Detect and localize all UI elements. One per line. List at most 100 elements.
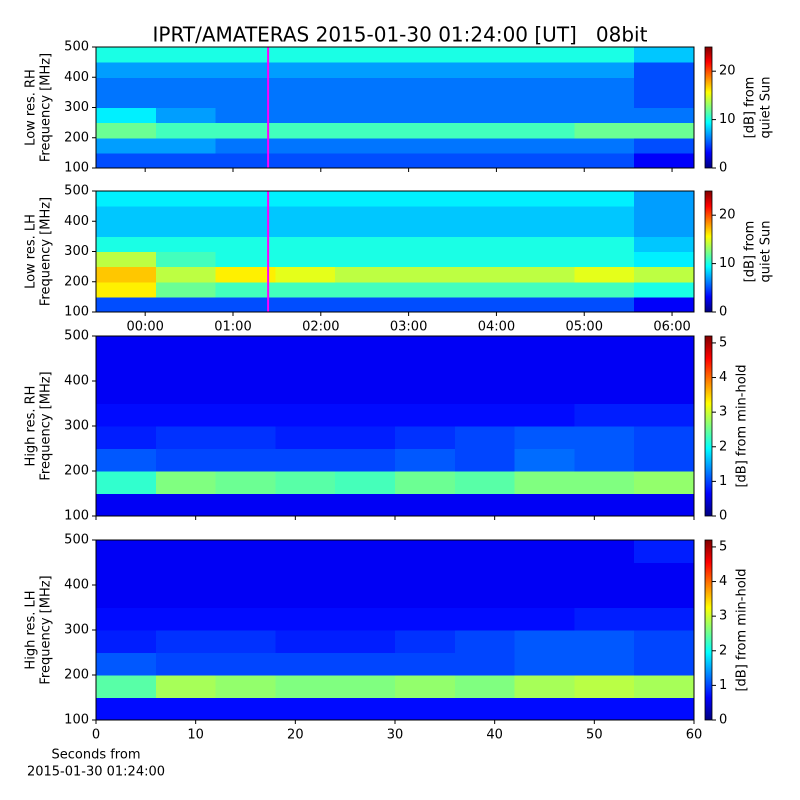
cell [155,236,217,252]
cell [395,448,456,472]
x-tick-label: 02:00 [302,320,339,335]
x-axis-label: 2015-01-30 01:24:00 [27,765,165,780]
cell [215,471,276,494]
x-tick-label: 01:00 [214,320,251,335]
cell [514,296,575,313]
cell [514,137,575,154]
colorbar-label: [dB] from [743,77,758,139]
cell [96,426,157,449]
cell [155,47,217,63]
cell [454,585,516,608]
y-tick-label: 300 [64,419,89,434]
cell [514,697,575,721]
cell [634,296,695,313]
cell [96,152,157,169]
cell [215,585,276,608]
y-tick-label: 200 [64,668,89,683]
cell [215,221,276,237]
cell [454,107,516,124]
cell [454,471,516,494]
cell [574,540,635,563]
cell [634,585,695,608]
cell [215,493,276,517]
cell [395,251,456,268]
cell [275,107,336,124]
cell [395,358,456,382]
colorbar-label: quiet Sun [759,76,774,138]
cell [155,92,217,108]
cell [155,630,217,653]
cell [395,562,456,586]
cell [514,448,575,472]
cell [96,697,157,721]
cell [155,358,217,382]
cell [454,358,516,382]
cell [514,540,575,563]
y-tick-label: 300 [64,623,89,638]
y-axis-label: Low res. RH [24,69,39,146]
cell [514,336,575,359]
cell [275,336,336,359]
cell [155,403,217,427]
cell [395,675,456,698]
cell [215,358,276,382]
y-tick-label: 100 [64,161,89,176]
cell [514,251,575,268]
cell [275,607,336,631]
cell [335,358,396,382]
y-axis-label: Frequency [MHz] [39,575,54,684]
cell [634,493,695,517]
cell [275,358,336,382]
cell [395,540,456,563]
cell [155,336,217,359]
cell [454,251,516,268]
cell [574,296,635,313]
cell [634,206,695,222]
cell [96,251,157,268]
cell [275,62,336,78]
cell [454,296,516,313]
cell [275,296,336,313]
x-tick-label: 30 [387,728,404,743]
colorbar-tick-label: 1 [719,678,727,693]
cell [514,607,575,631]
cell [454,266,516,283]
cell [574,675,635,698]
cell [96,77,157,93]
cell [155,206,217,222]
cell [574,585,635,608]
cell [574,281,635,298]
cell [155,221,217,237]
cell [275,562,336,586]
cell [155,426,217,449]
y-tick-label: 500 [64,329,89,344]
cell [395,585,456,608]
cell [215,630,276,653]
cell [96,607,157,631]
cell [335,336,396,359]
cell [454,62,516,78]
y-tick-label: 300 [64,244,89,259]
y-tick-label: 500 [64,40,89,55]
cell [96,493,157,517]
cell [155,448,217,472]
cell [634,336,695,359]
colorbar-tick-label: 10 [719,112,736,127]
cell [275,675,336,698]
cell [634,47,695,63]
cell [395,122,456,139]
cell [335,493,396,517]
cell [275,630,336,653]
cell [395,77,456,93]
cell [395,403,456,427]
cell [634,236,695,252]
cell [275,47,336,63]
colorbar-label: [dB] from min-hold [735,364,750,487]
cell [215,236,276,252]
cell [574,697,635,721]
cell [514,403,575,427]
cell [96,652,157,676]
y-tick-label: 100 [64,305,89,320]
cell [96,630,157,653]
